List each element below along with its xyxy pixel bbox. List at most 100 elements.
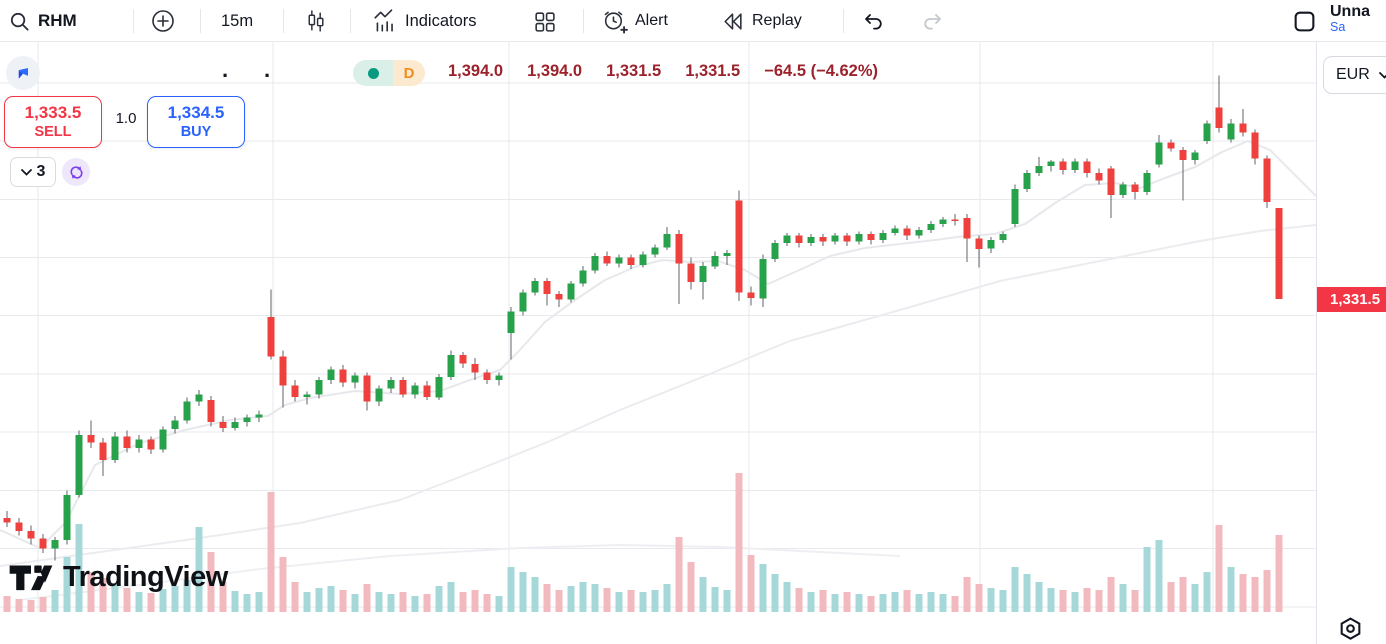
candle — [1239, 123, 1247, 133]
alert-label: Alert — [635, 12, 668, 29]
candle — [207, 400, 215, 422]
candle — [567, 283, 575, 300]
replay-button[interactable]: Replay — [720, 0, 802, 42]
candle — [831, 235, 839, 242]
layout-manager-button[interactable] — [1292, 0, 1317, 42]
chevron-down-icon — [20, 168, 32, 176]
volume-bar — [963, 577, 971, 612]
alert-button[interactable]: Alert — [601, 0, 668, 42]
symbol-search-button[interactable]: RHM — [8, 0, 77, 42]
candle — [219, 422, 227, 428]
volume-bar — [891, 592, 899, 612]
volume-bar — [543, 584, 551, 612]
volume-bar — [795, 588, 803, 612]
candle — [135, 439, 143, 449]
candle — [339, 369, 347, 383]
sell-price: 1,333.5 — [24, 103, 82, 122]
volume-bar — [123, 588, 131, 612]
save-label[interactable]: Sa — [1330, 19, 1346, 34]
volume-bar — [843, 592, 851, 612]
volume-bar — [399, 592, 407, 612]
volume-bar — [783, 582, 791, 612]
market-status-pill[interactable]: D — [353, 60, 425, 86]
volume-bar — [831, 594, 839, 612]
layout-name[interactable]: Unna — [1330, 3, 1370, 20]
candle — [999, 234, 1007, 240]
volume-bar — [615, 592, 623, 612]
market-open-dot — [353, 60, 393, 86]
candle — [87, 435, 95, 443]
candle — [651, 247, 659, 255]
sell-label: SELL — [34, 124, 72, 140]
last-price-label[interactable]: 1,331.5 — [1317, 287, 1386, 312]
volume-bar — [471, 590, 479, 612]
volume-bar — [579, 582, 587, 612]
volume-bar — [291, 582, 299, 612]
chevron-down-icon — [1378, 71, 1386, 79]
interval-button[interactable]: 15m — [221, 0, 253, 42]
buy-button[interactable]: 1,334.5 BUY — [147, 96, 245, 148]
volume-bar — [1191, 584, 1199, 612]
redo-arrow-icon — [924, 14, 941, 30]
candle — [543, 280, 551, 294]
candle — [735, 200, 743, 293]
price-scale[interactable]: EUR 1,331.5 — [1316, 42, 1386, 644]
volume-bar — [1119, 584, 1127, 612]
volume-bar — [375, 592, 383, 612]
chart-style-button[interactable] — [303, 0, 328, 42]
symbol-logo-icon — [18, 68, 28, 79]
candle — [1119, 184, 1127, 195]
volume-bar — [699, 577, 707, 612]
volume-bar — [1071, 592, 1079, 612]
volume-bar — [303, 592, 311, 612]
candle — [435, 376, 443, 398]
volume-bar — [1059, 590, 1067, 612]
compare-add-button[interactable] — [150, 0, 176, 42]
candle — [795, 235, 803, 243]
sell-button[interactable]: 1,333.5 SELL — [4, 96, 102, 148]
positions-dropdown[interactable]: 3 — [10, 157, 56, 187]
volume-bar — [1251, 577, 1259, 612]
volume-bar — [423, 594, 431, 612]
candle — [111, 436, 119, 460]
candle — [399, 379, 407, 395]
volume-bar — [1143, 547, 1151, 612]
candle — [63, 494, 71, 540]
volume-bar — [639, 592, 647, 612]
volume-bar — [1239, 574, 1247, 612]
candle — [447, 355, 455, 377]
volume-bar — [1155, 540, 1163, 612]
candle — [1131, 184, 1139, 192]
quantity-field[interactable]: 1.0 — [115, 110, 137, 127]
refresh-button[interactable] — [62, 158, 90, 186]
volume-bar — [651, 590, 659, 612]
candlestick-chart[interactable] — [0, 0, 1316, 644]
tradingview-logo-icon — [9, 565, 53, 591]
candle — [267, 317, 275, 357]
indicators-button[interactable]: Indicators — [372, 0, 477, 42]
candle — [1023, 173, 1031, 190]
volume-bar — [1275, 535, 1283, 612]
undo-button[interactable] — [860, 0, 886, 42]
volume-bar — [915, 594, 923, 612]
settings-button[interactable] — [1337, 616, 1364, 644]
volume-bars — [3, 473, 1283, 612]
volume-bar — [243, 594, 251, 612]
volume-bar — [315, 588, 323, 612]
grid-squares-icon — [535, 11, 555, 32]
volume-bar — [819, 590, 827, 612]
candle — [423, 385, 431, 398]
candle — [411, 385, 419, 395]
candle — [927, 224, 935, 230]
volume-bar — [1011, 567, 1019, 612]
layout-templates-button[interactable] — [532, 0, 557, 42]
candle — [75, 435, 83, 495]
volume-bar — [27, 600, 35, 612]
redo-button[interactable] — [920, 0, 946, 42]
candle — [987, 240, 995, 249]
layout-name-block[interactable]: Unna Sa — [1330, 3, 1386, 41]
volume-bar — [975, 584, 983, 612]
currency-selector[interactable]: EUR — [1323, 56, 1386, 94]
symbol-logo[interactable] — [6, 56, 40, 90]
candle — [507, 311, 515, 334]
